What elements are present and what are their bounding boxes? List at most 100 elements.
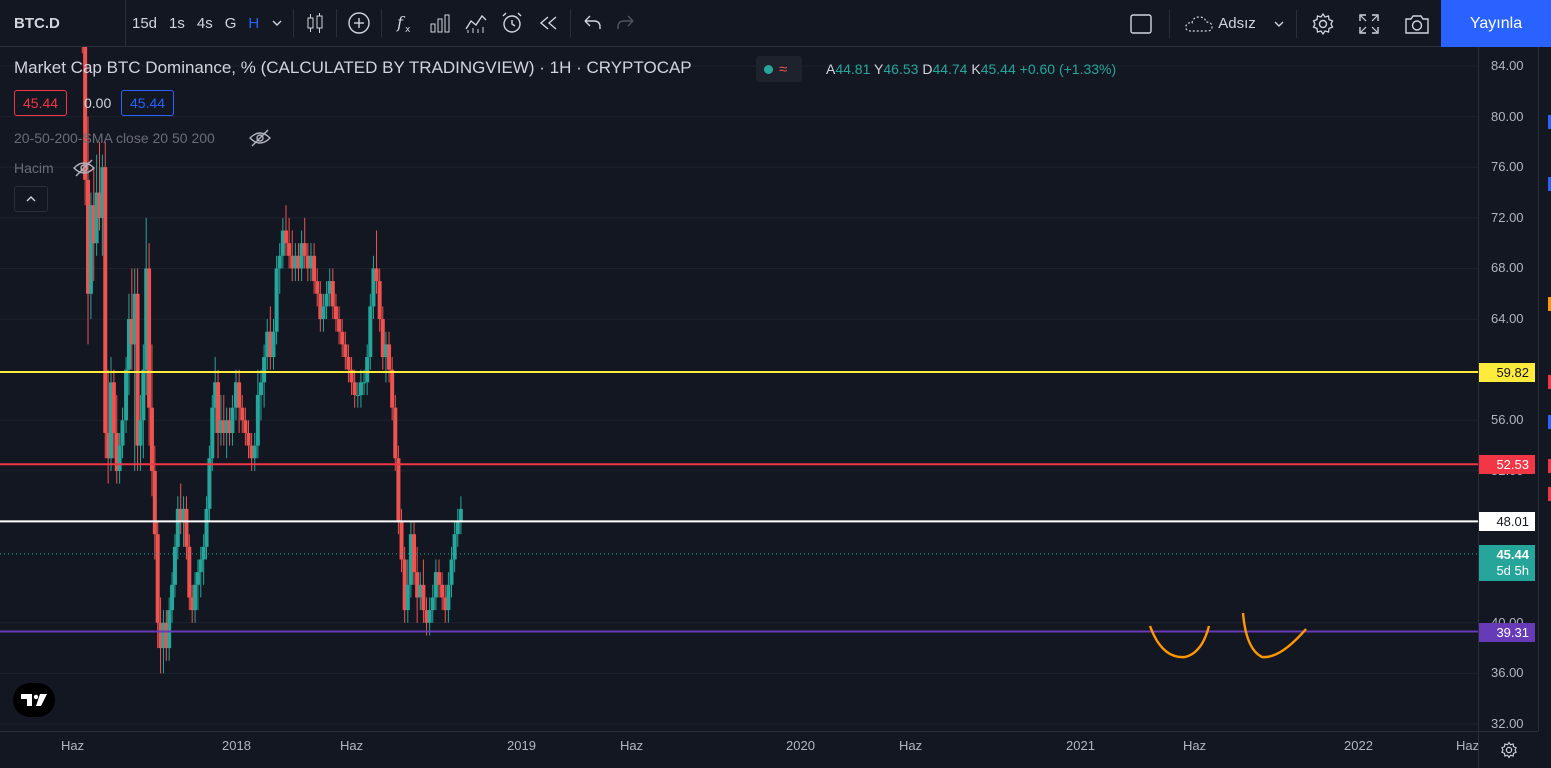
candle-body: [187, 546, 192, 598]
financials-button[interactable]: [422, 0, 458, 47]
candle: [234, 369, 238, 421]
candle: [164, 610, 169, 661]
toolbar-divider: [336, 9, 338, 37]
candle-body: [274, 268, 279, 332]
sidebar-marker: [1548, 177, 1551, 191]
candle-body: [365, 357, 370, 383]
interval-4s[interactable]: 4s: [191, 0, 219, 47]
candle-body: [221, 420, 226, 433]
candle: [318, 281, 323, 332]
eye-hidden-icon[interactable]: [72, 158, 96, 178]
candle: [161, 610, 166, 674]
candle: [315, 268, 320, 307]
symbol-search[interactable]: BTC.D: [0, 0, 126, 47]
collapse-legend-button[interactable]: [14, 186, 48, 212]
sell-price-button[interactable]: 45.44: [14, 90, 68, 116]
rewind-icon: [540, 16, 557, 30]
time-tick-label: 2018: [222, 738, 251, 753]
time-tick-label: 2021: [1066, 738, 1095, 753]
candle: [302, 217, 307, 269]
layout-dropdown[interactable]: [1266, 0, 1292, 47]
fullscreen-select-button[interactable]: [1117, 0, 1165, 47]
candle-body: [129, 319, 134, 345]
alert-button[interactable]: [494, 0, 530, 47]
redo-button[interactable]: [609, 0, 643, 47]
layout-name-button[interactable]: Adsız: [1174, 0, 1266, 47]
candle-body: [170, 584, 175, 611]
axis-settings-button[interactable]: [1478, 731, 1538, 768]
candle: [368, 293, 373, 370]
open-value: 44.81: [835, 61, 871, 77]
candle-body: [399, 521, 404, 560]
price-chart[interactable]: [0, 47, 1478, 731]
chart-type-button[interactable]: [298, 0, 332, 47]
candle-body: [408, 534, 413, 585]
toolbar-divider: [293, 9, 295, 37]
chart-template-icon: [465, 14, 487, 33]
candle-body: [147, 268, 152, 408]
candle-body: [380, 319, 385, 358]
tradingview-logo[interactable]: [13, 683, 55, 717]
compare-button[interactable]: [341, 0, 377, 47]
fullscreen-button[interactable]: [1345, 0, 1393, 47]
candle: [458, 496, 463, 535]
gear-icon: [1500, 741, 1517, 759]
candle: [187, 534, 192, 611]
candle: [280, 217, 285, 269]
horizontal-line-price-tag[interactable]: 48.01: [1479, 512, 1535, 532]
candle-body: [396, 458, 401, 522]
volume-indicator-label[interactable]: Hacim: [14, 160, 54, 176]
candle: [358, 369, 363, 408]
time-axis[interactable]: Haz 2018 Haz 2019 Haz 2020 Haz 2021 Haz 2022 Haz: [0, 731, 1480, 768]
candle-body: [321, 306, 326, 320]
sidebar-marker: [1548, 375, 1551, 389]
candle-body: [207, 458, 212, 509]
interval-h[interactable]: H: [242, 0, 265, 47]
candle: [405, 559, 410, 623]
legend-status[interactable]: ≈: [756, 56, 802, 82]
candle-body: [201, 546, 206, 560]
high-value: 46.53: [883, 61, 919, 77]
interval-15d[interactable]: 15d: [126, 0, 163, 47]
current-price-tag[interactable]: 45.44 5d 5h: [1479, 544, 1535, 581]
spread-label: 0.00: [76, 90, 119, 116]
templates-button[interactable]: [458, 0, 494, 47]
candle: [449, 546, 454, 598]
chevron-down-icon: [272, 20, 282, 26]
candle: [109, 357, 114, 471]
candle: [184, 496, 189, 560]
candle: [427, 597, 432, 636]
settings-button[interactable]: [1301, 0, 1345, 47]
add-circle-icon: [348, 12, 370, 34]
candle-body: [433, 572, 438, 598]
horizontal-line-price-tag[interactable]: 52.53: [1479, 455, 1535, 475]
time-tick-label: Haz: [1456, 738, 1480, 753]
horizontal-line-price-tag[interactable]: 39.31: [1479, 622, 1535, 642]
candle: [337, 306, 342, 345]
candle-body: [230, 407, 235, 433]
candle: [355, 382, 360, 408]
candle-body: [88, 205, 93, 294]
candles-icon: [307, 13, 323, 33]
interval-dropdown[interactable]: [265, 0, 289, 47]
candle: [224, 407, 229, 459]
candle: [418, 572, 423, 611]
candle: [352, 369, 357, 408]
interval-g[interactable]: G: [219, 0, 243, 47]
candle-body: [255, 395, 260, 446]
candle: [103, 141, 108, 459]
price-tick-label: 64.00: [1491, 311, 1524, 327]
sidebar-marker: [1548, 115, 1551, 129]
snapshot-button[interactable]: [1393, 0, 1441, 47]
interval-1s[interactable]: 1s: [163, 0, 191, 47]
interval-4s-label: 4s: [196, 14, 213, 32]
sma-indicator-label[interactable]: 20-50-200-SMA close 20 50 200: [14, 130, 215, 146]
replay-button[interactable]: [530, 0, 566, 47]
eye-hidden-icon[interactable]: [248, 128, 272, 148]
undo-button[interactable]: [575, 0, 609, 47]
horizontal-line-price-tag[interactable]: 59.82: [1479, 362, 1535, 382]
candle-body: [299, 243, 304, 269]
publish-button[interactable]: Yayınla: [1441, 0, 1551, 47]
buy-price-button[interactable]: 45.44: [121, 90, 175, 116]
